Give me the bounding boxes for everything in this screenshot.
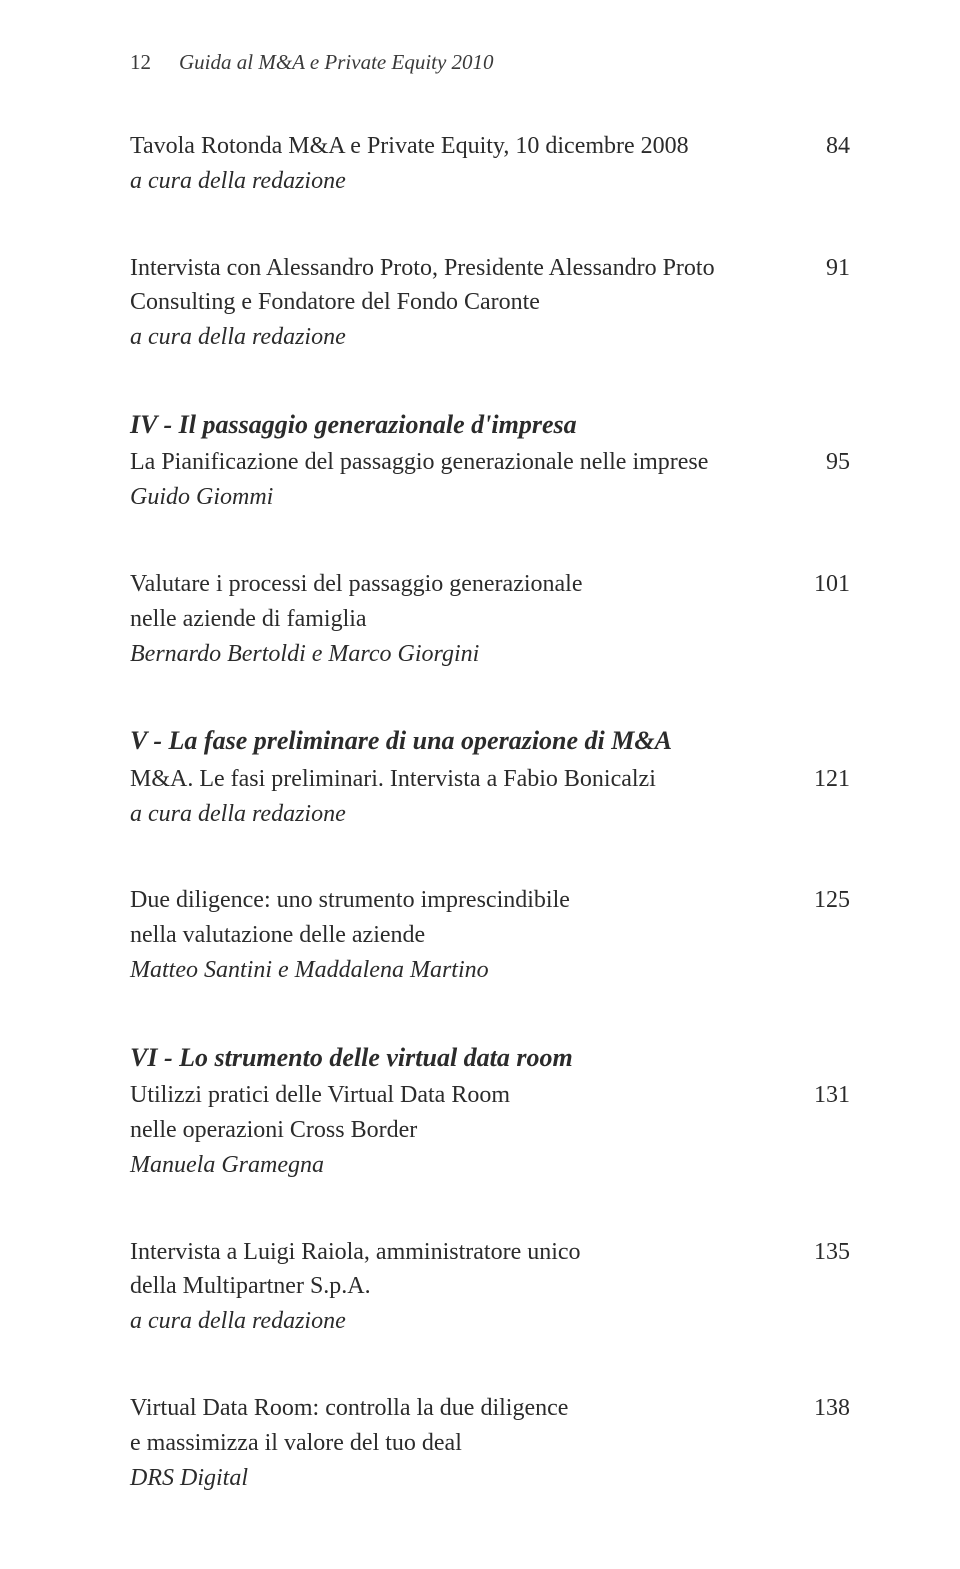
toc-entry: Utilizzi pratici delle Virtual Data Room… bbox=[130, 1078, 850, 1182]
entry-author: DRS Digital bbox=[130, 1461, 850, 1496]
entry-page: 121 bbox=[814, 766, 850, 793]
entry-title: Valutare i processi del passaggio genera… bbox=[130, 567, 814, 602]
running-title: Guida al M&A e Private Equity 2010 bbox=[179, 50, 494, 75]
entry-page: 95 bbox=[826, 449, 850, 476]
toc-entry: M&A. Le fasi preliminari. Intervista a F… bbox=[130, 762, 850, 832]
toc-entry: Due diligence: uno strumento imprescindi… bbox=[130, 883, 850, 987]
section-heading: V - La fase preliminare di una operazion… bbox=[130, 723, 850, 759]
entry-page: 125 bbox=[814, 887, 850, 914]
entry-title: M&A. Le fasi preliminari. Intervista a F… bbox=[130, 762, 814, 797]
toc-entry: Valutare i processi del passaggio genera… bbox=[130, 567, 850, 671]
toc-entry: Virtual Data Room: controlla la due dili… bbox=[130, 1391, 850, 1495]
entry-title: La Pianificazione del passaggio generazi… bbox=[130, 445, 826, 480]
entry-title: Virtual Data Room: controlla la due dili… bbox=[130, 1391, 814, 1426]
toc-entry: Intervista a Luigi Raiola, amministrator… bbox=[130, 1235, 850, 1339]
entry-author: Matteo Santini e Maddalena Martino bbox=[130, 953, 850, 988]
section-heading: IV - Il passaggio generazionale d'impres… bbox=[130, 407, 850, 443]
toc-entry: Tavola Rotonda M&A e Private Equity, 10 … bbox=[130, 129, 850, 199]
entry-author: Guido Giommi bbox=[130, 480, 850, 515]
entry-title-line: nelle operazioni Cross Border bbox=[130, 1113, 850, 1148]
toc-entry: La Pianificazione del passaggio generazi… bbox=[130, 445, 850, 515]
entry-title: Intervista a Luigi Raiola, amministrator… bbox=[130, 1235, 814, 1270]
entry-title: Utilizzi pratici delle Virtual Data Room bbox=[130, 1078, 814, 1113]
running-header: 12 Guida al M&A e Private Equity 2010 bbox=[130, 50, 850, 75]
entry-page: 135 bbox=[814, 1239, 850, 1266]
entry-page: 91 bbox=[826, 255, 850, 282]
entry-page: 101 bbox=[814, 571, 850, 598]
entry-title-line: Consulting e Fondatore del Fondo Caronte bbox=[130, 285, 850, 320]
entry-title-line: nelle aziende di famiglia bbox=[130, 602, 850, 637]
entry-title-line: della Multipartner S.p.A. bbox=[130, 1269, 850, 1304]
entry-author: a cura della redazione bbox=[130, 320, 850, 355]
entry-title: Due diligence: uno strumento imprescindi… bbox=[130, 883, 814, 918]
document-page: 12 Guida al M&A e Private Equity 2010 Ta… bbox=[0, 0, 960, 1569]
entry-page: 131 bbox=[814, 1082, 850, 1109]
entry-author: a cura della redazione bbox=[130, 1304, 850, 1339]
toc-section: IV - Il passaggio generazionale d'impres… bbox=[130, 407, 850, 671]
toc-section: V - La fase preliminare di una operazion… bbox=[130, 723, 850, 987]
entry-title: Intervista con Alessandro Proto, Preside… bbox=[130, 251, 826, 286]
entry-author: a cura della redazione bbox=[130, 164, 850, 199]
toc-entry: Intervista con Alessandro Proto, Preside… bbox=[130, 251, 850, 355]
entry-author: Manuela Gramegna bbox=[130, 1148, 850, 1183]
page-number: 12 bbox=[130, 50, 151, 75]
toc-section: VI - Lo strumento delle virtual data roo… bbox=[130, 1040, 850, 1496]
entry-author: a cura della redazione bbox=[130, 797, 850, 832]
section-heading: VI - Lo strumento delle virtual data roo… bbox=[130, 1040, 850, 1076]
entry-page: 138 bbox=[814, 1395, 850, 1422]
entry-page: 84 bbox=[826, 133, 850, 160]
entry-title: Tavola Rotonda M&A e Private Equity, 10 … bbox=[130, 129, 826, 164]
entry-author: Bernardo Bertoldi e Marco Giorgini bbox=[130, 637, 850, 672]
entry-title-line: e massimizza il valore del tuo deal bbox=[130, 1426, 850, 1461]
entry-title-line: nella valutazione delle aziende bbox=[130, 918, 850, 953]
